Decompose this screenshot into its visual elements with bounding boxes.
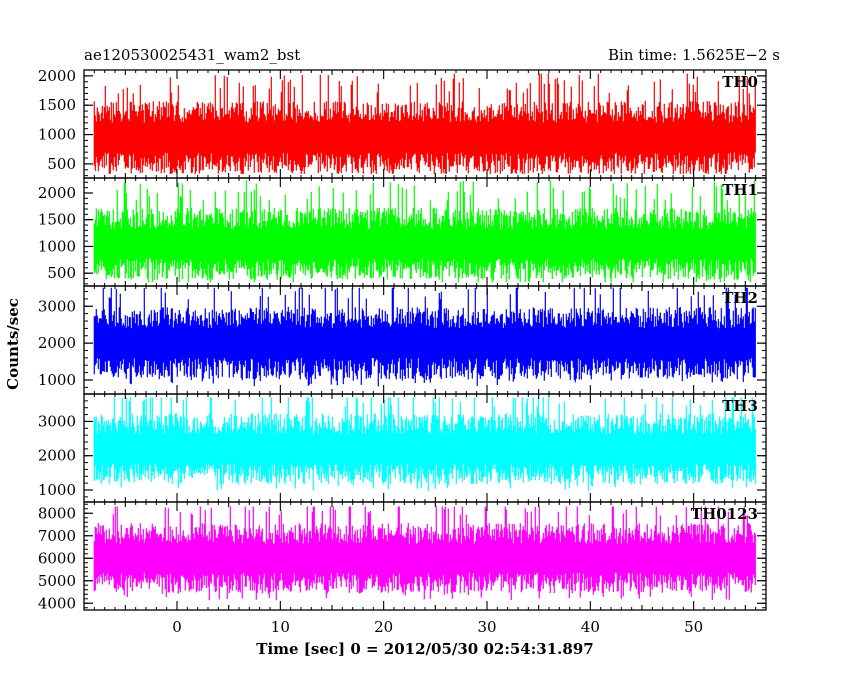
panels: 500 1000 1500 2000 TH0 500 1000 1500 2000 TH1 1000… — [38, 67, 767, 612]
y-tick-label: 2000 — [38, 184, 76, 202]
panel-th2: 1000 2000 3000 TH2 — [38, 285, 767, 395]
y-tick-label: 5000 — [38, 572, 76, 590]
x-tick-label: 10 — [271, 618, 290, 636]
y-tick-label: 2000 — [38, 334, 76, 352]
series-label-th2: TH2 — [722, 289, 758, 307]
chart-subtitle: Bin time: 1.5625E−2 s — [608, 46, 780, 64]
y-tick-label: 2000 — [38, 447, 76, 465]
x-axis: 0 10 20 30 40 50 — [172, 618, 703, 636]
x-tick-label: 30 — [477, 618, 496, 636]
y-tick-label: 7000 — [38, 527, 76, 545]
x-tick-label: 40 — [581, 618, 600, 636]
series-label-th0: TH0 — [722, 73, 758, 91]
chart-title: ae120530025431_wam2_bst — [84, 46, 300, 64]
series-line-th0 — [93, 73, 756, 174]
y-tick-label: 8000 — [38, 504, 76, 522]
y-tick-label: 6000 — [38, 549, 76, 567]
y-tick-label: 1000 — [38, 481, 76, 499]
y-tick-label: 500 — [47, 264, 76, 282]
y-tick-label: 1000 — [38, 126, 76, 144]
panel-th1: 500 1000 1500 2000 TH1 — [38, 177, 767, 287]
y-tick-label: 1500 — [38, 211, 76, 229]
x-axis-label: Time [sec] 0 = 2012/05/30 02:54:31.897 — [256, 640, 593, 658]
series-label-th1: TH1 — [722, 181, 758, 199]
y-tick-label: 1000 — [38, 237, 76, 255]
series-line-th0123 — [93, 506, 756, 601]
y-tick-label: 4000 — [38, 594, 76, 612]
y-tick-label: 2000 — [38, 67, 76, 85]
y-axis-label: Counts/sec — [4, 298, 22, 390]
panel-th3: 1000 2000 3000 TH3 — [38, 393, 767, 503]
series-line-th1 — [93, 180, 756, 283]
panel-th0: 500 1000 1500 2000 TH0 — [38, 67, 767, 179]
x-tick-label: 50 — [684, 618, 703, 636]
series-line-th3 — [93, 397, 756, 492]
y-tick-label: 1500 — [38, 96, 76, 114]
y-tick-label: 3000 — [38, 297, 76, 315]
panel-th0123: 4000 5000 6000 7000 8000 TH0123 — [38, 501, 767, 612]
x-tick-label: 0 — [172, 618, 182, 636]
x-tick-label: 20 — [374, 618, 393, 636]
y-tick-label: 1000 — [38, 371, 76, 389]
series-label-th3: TH3 — [722, 397, 758, 415]
series-label-th0123: TH0123 — [691, 505, 758, 523]
series-line-th2 — [93, 287, 756, 387]
y-tick-label: 3000 — [38, 412, 76, 430]
y-tick-label: 500 — [47, 155, 76, 173]
